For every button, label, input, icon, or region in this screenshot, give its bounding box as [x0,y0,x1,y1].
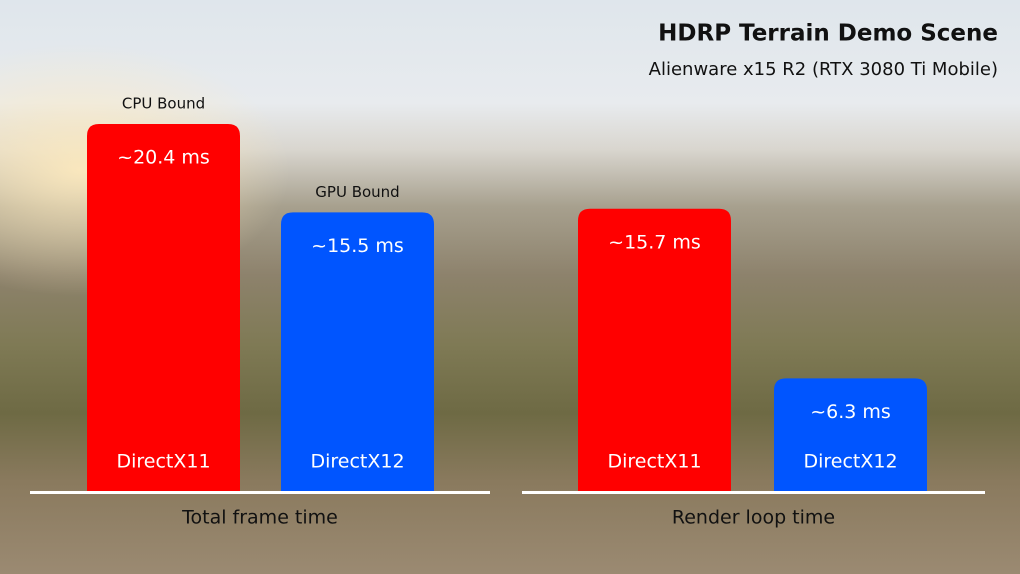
series-label: DirectX11 [116,451,210,473]
value-label: ~15.5 ms [311,235,404,257]
category-label: Total frame time [181,507,338,529]
series-label: DirectX12 [803,451,897,473]
chart-title: HDRP Terrain Demo Scene [658,21,998,47]
bar [281,212,434,492]
bar [87,124,240,492]
series-label: DirectX12 [310,451,404,473]
value-label: ~6.3 ms [810,401,891,423]
annotation: GPU Bound [315,183,399,201]
series-label: DirectX11 [607,451,701,473]
category-label: Render loop time [672,507,835,529]
baseline [30,491,490,494]
value-label: ~15.7 ms [608,231,701,253]
baseline [522,491,985,494]
bar [578,208,731,493]
bar [774,378,927,492]
value-label: ~20.4 ms [117,147,210,169]
chart-subtitle: Alienware x15 R2 (RTX 3080 Ti Mobile) [649,59,998,80]
annotation: CPU Bound [122,95,205,113]
